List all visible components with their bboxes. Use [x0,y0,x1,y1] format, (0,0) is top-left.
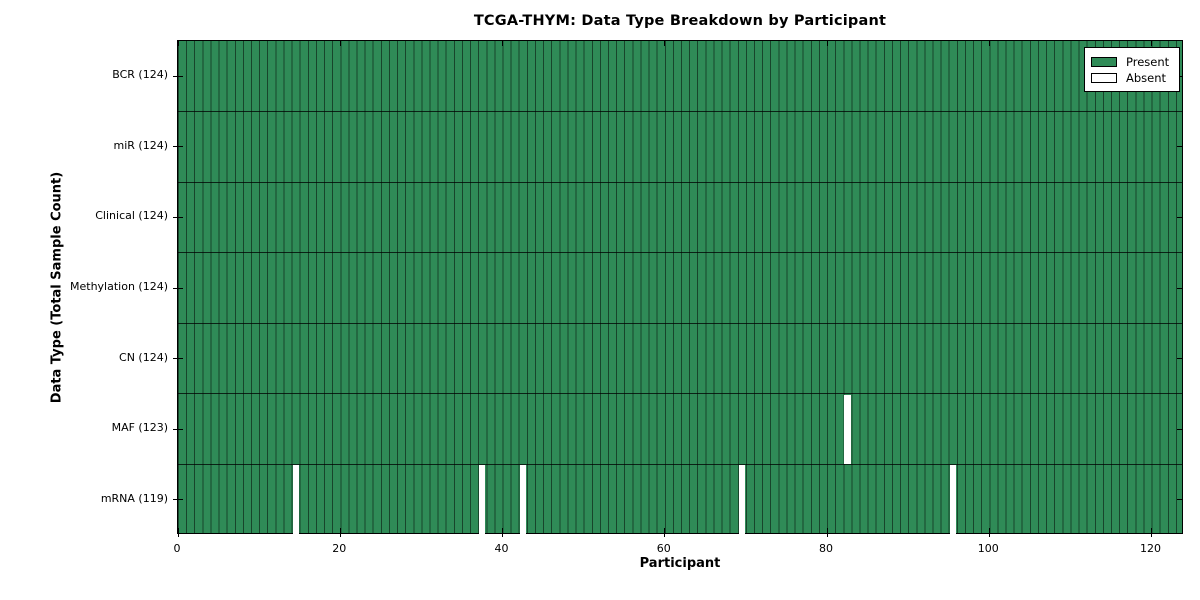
x-tick-label-20: 20 [332,542,347,555]
y-tick-mark [1177,146,1182,148]
y-tick-mark [173,358,183,360]
x-tick-label-60: 60 [656,542,671,555]
row-label-CN: CN (124) [119,350,168,364]
x-tick-mark [1151,528,1153,537]
absent-cell-mRNA-14 [292,465,299,535]
row-label-MAF: MAF (123) [111,421,168,435]
x-tick-label-0: 0 [173,542,181,555]
plot-area [173,40,1183,537]
x-tick-label-40: 40 [494,542,509,555]
x-tick-mark [988,528,990,537]
legend-swatch-absent [1091,72,1117,83]
x-tick-label-100: 100 [977,542,999,555]
chart-title: TCGA-THYM: Data Type Breakdown by Partic… [473,13,887,29]
y-tick-mark [173,428,183,430]
legend-label: Absent [1126,70,1167,85]
row-separator [178,393,1182,395]
x-tick-label-120: 120 [1140,542,1162,555]
y-tick-mark [1177,428,1182,430]
y-tick-mark [173,146,183,148]
x-tick-mark [1151,41,1153,46]
y-tick-mark [173,499,183,501]
y-tick-mark [1177,216,1182,218]
x-tick-mark [178,528,179,537]
x-tick-mark [502,528,504,537]
row-separator [178,322,1182,324]
x-tick-mark [826,41,828,46]
y-tick-mark [173,75,183,77]
absent-cell-MAF-82 [844,394,851,464]
row-separator [178,111,1182,113]
x-tick-label-80: 80 [819,542,834,555]
y-tick-mark [173,216,183,218]
absent-cell-mRNA-69 [738,465,746,535]
y-tick-mark [1177,287,1182,289]
row-label-Clinical: Clinical (124) [95,209,168,223]
y-tick-mark [1177,358,1182,360]
row-label-BCR: BCR (124) [112,68,168,82]
row-label-miR: miR (124) [113,138,169,152]
row-label-mRNA: mRNA (119) [100,491,168,505]
x-tick-mark [826,528,828,537]
x-axis-label: Participant [639,556,721,571]
x-tick-mark [502,41,504,46]
row-label-Methylation: Methylation (124) [70,280,168,293]
x-tick-mark [339,528,341,537]
x-tick-mark [988,41,990,46]
row-separator [178,463,1182,465]
y-tick-mark [173,287,183,289]
x-tick-mark [178,41,179,46]
legend-item-absent: Absent [1091,70,1173,85]
y-tick-mark [1177,499,1182,501]
absent-cell-mRNA-37 [479,465,486,535]
x-tick-mark [664,528,666,537]
legend-item-present: Present [1091,54,1173,69]
row-separator [178,181,1182,183]
x-tick-mark [339,41,341,46]
x-tick-mark [664,41,666,46]
absent-cell-mRNA-42 [519,465,527,535]
legend-swatch-present [1091,56,1117,67]
absent-cell-mRNA-95 [949,465,957,535]
legend: Present Absent [1084,47,1180,92]
row-separator [178,252,1182,254]
legend-label: Present [1126,54,1170,69]
